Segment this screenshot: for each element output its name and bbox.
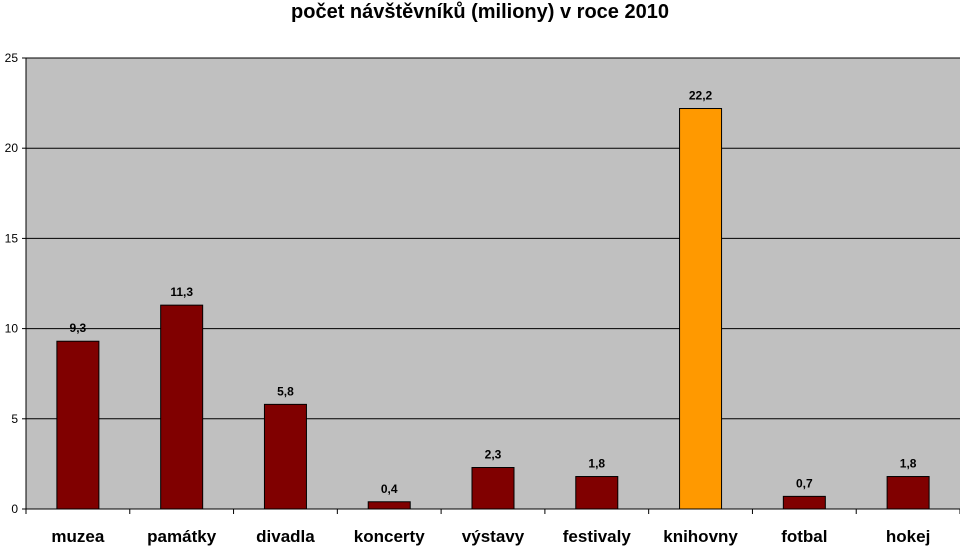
data-label: 22,2 [689, 89, 713, 103]
y-tick-label: 5 [11, 412, 18, 426]
x-tick-label: knihovny [663, 527, 738, 546]
bar-koncerty [367, 501, 411, 510]
data-labels: 9,3 11,3 5,8 0,4 2,3 1,8 22,2 0,7 1,8 [70, 89, 917, 496]
x-tick-label: divadla [256, 527, 315, 546]
x-tick-label: památky [147, 527, 217, 546]
data-label: 2,3 [485, 448, 502, 462]
data-label: 1,8 [588, 457, 605, 471]
bar-výstavy [471, 467, 515, 510]
bar-divadla [263, 403, 307, 510]
y-tick-label: 0 [11, 502, 18, 516]
bar-festivaly [575, 476, 619, 510]
y-tick-label: 20 [5, 141, 19, 155]
bar-fotbal [782, 495, 826, 510]
x-tick-label: muzea [51, 527, 104, 546]
data-label: 11,3 [170, 285, 193, 299]
data-label: 9,3 [70, 321, 87, 335]
x-tick-label: fotbal [781, 527, 827, 546]
y-tick-label: 10 [5, 322, 19, 336]
y-axis-ticks: 0 5 10 15 20 25 [5, 51, 26, 516]
y-tick-label: 15 [5, 231, 19, 245]
data-label: 1,8 [900, 457, 917, 471]
chart-title: počet návštěvníků (miliony) v roce 2010 [291, 1, 669, 23]
x-tick-label: výstavy [462, 527, 525, 546]
bar-knihovny [679, 108, 723, 510]
x-tick-label: hokej [886, 527, 930, 546]
bar-hokej [886, 476, 930, 510]
data-label: 0,4 [381, 482, 398, 496]
x-axis-ticks: muzea památky divadla koncerty výstavy festiv… [25, 509, 960, 546]
x-tick-label: koncerty [354, 527, 425, 546]
bar-muzea [56, 340, 100, 510]
bars [56, 108, 930, 510]
x-tick-label: festivaly [563, 527, 632, 546]
bar-památky [160, 304, 204, 510]
data-label: 0,7 [796, 476, 813, 490]
y-tick-label: 25 [5, 51, 19, 65]
data-label: 5,8 [277, 384, 294, 398]
